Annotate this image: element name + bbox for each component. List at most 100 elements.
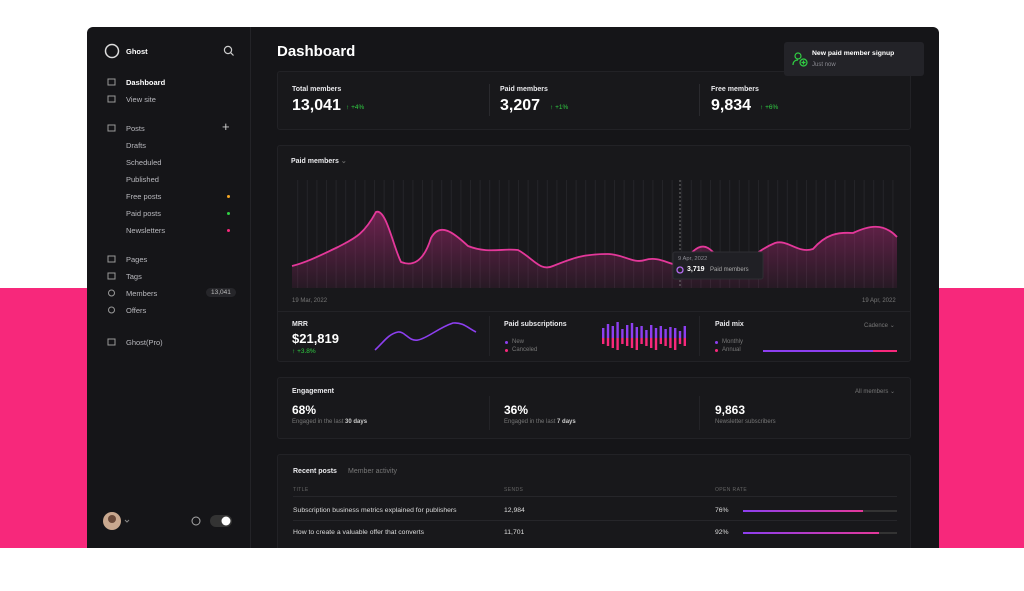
engagement-value: 36% — [504, 403, 529, 417]
bar-decoration — [674, 328, 677, 338]
bar-decoration — [616, 338, 619, 350]
bar-decoration — [626, 338, 629, 346]
bar-decoration — [678, 331, 682, 338]
legend-item: Annual — [722, 347, 741, 353]
nav-item[interactable]: View site — [126, 95, 156, 104]
bar-decoration — [664, 329, 667, 338]
caption-text: Newsletter subscribers — [715, 419, 776, 425]
rate-fill — [743, 532, 879, 534]
app-window: Ghost Dashboard View site Posts + Drafts… — [87, 27, 939, 548]
bar-decoration — [669, 327, 672, 338]
post-open-rate: 76% — [715, 507, 729, 514]
nav-item[interactable]: Pages — [126, 255, 148, 264]
divider — [278, 311, 910, 312]
status-dot — [227, 212, 230, 215]
nav-item[interactable]: Paid posts — [126, 209, 162, 218]
nav-item[interactable]: Published — [126, 175, 159, 184]
sidebar-footer[interactable] — [102, 511, 252, 533]
caption-emph: 7 days — [557, 419, 576, 425]
tab[interactable]: Member activity — [348, 468, 398, 475]
bar-decoration — [616, 322, 619, 338]
rate-track — [743, 510, 897, 512]
toast-title: New paid member signup — [812, 50, 895, 57]
bar-decoration — [606, 338, 610, 346]
paid-mix-selector[interactable]: Cadence ⌄ — [864, 323, 895, 329]
legend-item: Monthly — [722, 339, 744, 345]
chart-selector-text: Paid members — [291, 158, 339, 165]
bar-decoration — [640, 338, 643, 344]
engagement-value: 9,863 — [715, 403, 746, 417]
tab-active[interactable]: Recent posts — [293, 468, 337, 475]
mrr-sparkline — [374, 322, 477, 351]
nav-item[interactable]: Newsletters — [126, 226, 166, 235]
logo — [104, 43, 120, 59]
subs-bars — [602, 322, 686, 350]
divider — [293, 520, 897, 521]
nav-item[interactable]: Drafts — [126, 141, 147, 150]
mrr-value: $21,819 — [292, 331, 339, 346]
engagement-card: Engagement All members ⌄ 68% Engaged in … — [277, 377, 911, 439]
divider — [489, 316, 490, 356]
nav-item[interactable]: Free posts — [126, 192, 162, 201]
chart-card: Paid members ⌄ 9 Apr, 2022 3,719 Paid me… — [277, 145, 911, 362]
divider — [699, 316, 700, 356]
bar-decoration — [611, 338, 614, 348]
nav-item[interactable]: Dashboard — [126, 78, 166, 87]
search-icon[interactable] — [223, 45, 235, 57]
engagement-selector[interactable]: All members ⌄ — [855, 389, 896, 395]
caption-text: Engaged in the last — [292, 419, 346, 425]
paid-mix-selector-text: Cadence — [864, 323, 889, 329]
add-post-icon[interactable]: + — [222, 119, 230, 134]
bar-decoration — [602, 338, 605, 344]
sidebar: Ghost Dashboard View site Posts + Drafts… — [87, 27, 251, 548]
rate-fill — [743, 510, 864, 512]
bar-decoration — [654, 328, 658, 338]
toast-icon — [792, 52, 808, 67]
legend-dot — [505, 341, 508, 344]
nav-item[interactable]: Members — [126, 289, 158, 298]
mix-bar-monthly — [763, 350, 873, 352]
status-dot — [227, 195, 230, 198]
mrr-change: ↑ +3.8% — [292, 348, 316, 355]
stat-change: ↑ +1% — [550, 104, 569, 111]
nav-item[interactable]: Tags — [126, 272, 142, 281]
toast[interactable]: New paid member signup Just now — [784, 42, 924, 76]
bar-decoration — [635, 327, 638, 338]
engagement-caption: Engaged in the last 30 days — [292, 419, 367, 425]
post-title[interactable]: How to create a valuable offer that conv… — [293, 529, 424, 536]
paid-subs-label: Paid subscriptions — [504, 321, 567, 328]
nav-item[interactable]: Posts — [126, 124, 145, 133]
stat-value: 13,041 — [292, 97, 341, 114]
stat-label: Total members — [292, 86, 342, 93]
bar-decoration — [678, 338, 682, 344]
bar-decoration — [683, 338, 686, 346]
mrr-change-text: +3.8% — [297, 348, 316, 355]
bar-decoration — [635, 338, 638, 350]
toast-time: Just now — [812, 62, 836, 68]
bar-decoration — [659, 338, 662, 344]
nav-item[interactable]: Offers — [126, 306, 147, 315]
chart-selector[interactable]: Paid members ⌄ — [291, 158, 347, 165]
post-title[interactable]: Subscription business metrics explained … — [293, 507, 457, 514]
nav-item[interactable]: Ghost(Pro) — [126, 338, 163, 347]
stat-change-text: +1% — [555, 104, 569, 111]
bar-decoration — [602, 328, 605, 338]
mrr-label: MRR — [292, 321, 308, 328]
bar-decoration — [630, 323, 634, 338]
rate-track — [743, 532, 897, 534]
bar-decoration — [606, 324, 610, 338]
bar-decoration — [645, 338, 648, 346]
divider — [489, 84, 490, 116]
legend-item: New — [512, 339, 525, 345]
end-date: 19 Apr, 2022 — [862, 298, 896, 304]
divider — [489, 396, 490, 430]
divider — [293, 496, 897, 497]
bar-decoration — [654, 338, 658, 350]
nav-item[interactable]: Scheduled — [126, 158, 162, 167]
engagement-title: Engagement — [292, 388, 335, 395]
tooltip-date: 9 Apr, 2022 — [678, 256, 708, 262]
stat-value: 9,834 — [711, 97, 752, 114]
caption-text: Engaged in the last — [504, 419, 558, 425]
stat-change: ↑ +4% — [346, 104, 365, 111]
